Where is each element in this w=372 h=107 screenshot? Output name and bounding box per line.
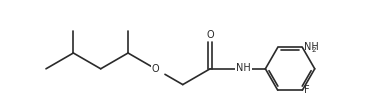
Text: F: F [304,85,310,95]
Text: O: O [206,30,214,40]
Text: O: O [151,64,159,74]
Text: NH: NH [304,42,319,52]
Text: 2: 2 [312,47,316,53]
Text: NH: NH [236,63,251,73]
